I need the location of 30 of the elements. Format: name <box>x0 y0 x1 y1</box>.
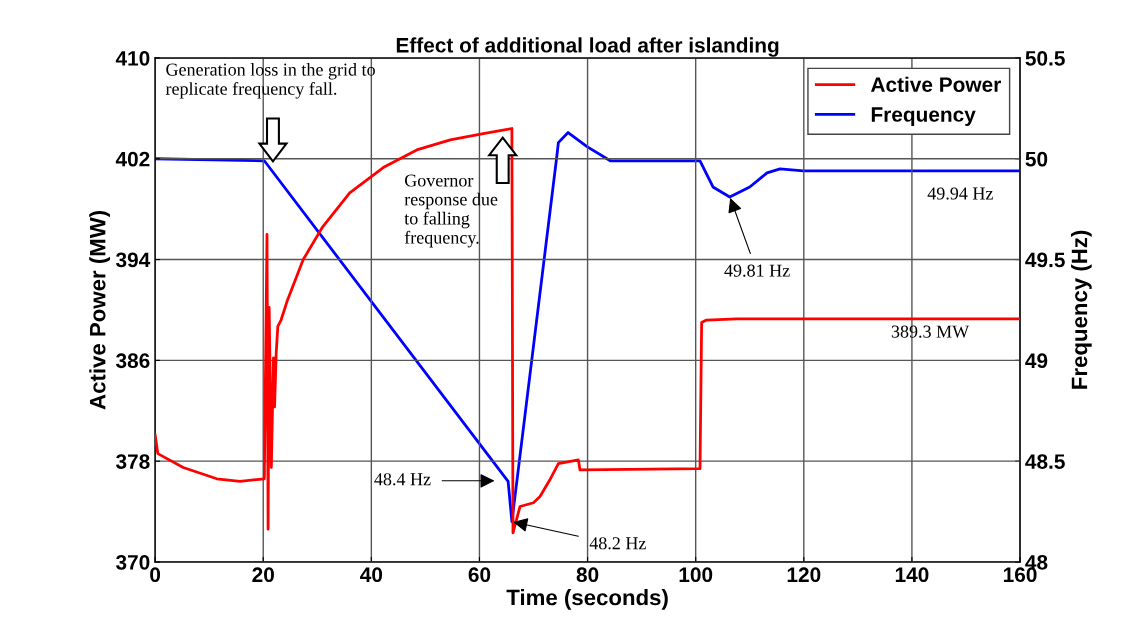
x-tick-label: 100 <box>679 567 713 583</box>
legend-label: Active Power <box>870 76 1001 93</box>
x-axis-title: Time (seconds) <box>506 589 668 610</box>
y-tick-label: 394 <box>115 252 151 268</box>
annotation: 389.3 MW <box>891 325 970 338</box>
x-tick-label: 40 <box>360 567 383 583</box>
x-tick-label: 140 <box>895 567 929 583</box>
y-axis-title: Active Power (MW) <box>89 211 110 410</box>
y-tick-label: 370 <box>115 554 150 570</box>
y2-tick-label: 49 <box>1025 353 1048 369</box>
legend-label: Frequency <box>871 107 976 126</box>
y-tick-label: 402 <box>115 151 150 167</box>
annotation: 48.2 Hz <box>589 537 646 550</box>
y2-tick-label: 49.5 <box>1025 252 1065 268</box>
y-tick-label: 378 <box>115 454 150 469</box>
annotation: 49.81 Hz <box>724 264 790 277</box>
y2-axis-title: Frequency (Hz) <box>1070 230 1092 389</box>
y-tick-label: 410 <box>115 50 150 66</box>
x-tick-label: 60 <box>468 567 491 583</box>
y-tick-label: 386 <box>115 353 150 369</box>
x-tick-label: 20 <box>252 567 274 583</box>
annotation: 48.4 Hz <box>374 473 431 486</box>
x-tick-label: 120 <box>787 567 821 583</box>
y2-tick-label: 50 <box>1025 151 1048 167</box>
chart-title: Effect of additional load after islanding <box>396 37 779 57</box>
annotation: 49.94 Hz <box>927 187 993 200</box>
y2-tick-label: 48.5 <box>1025 454 1065 469</box>
x-tick-label: 80 <box>576 567 599 583</box>
x-tick-label: 0 <box>150 567 161 583</box>
y2-tick-label: 50.5 <box>1025 50 1065 66</box>
